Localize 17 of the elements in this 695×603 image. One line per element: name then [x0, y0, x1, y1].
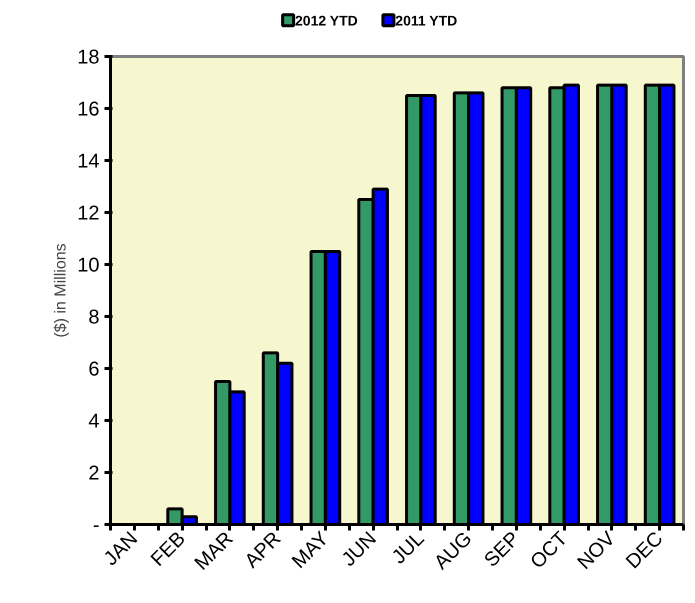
x-tick-label: FEB: [146, 528, 190, 571]
x-tick-label: JUL: [388, 528, 429, 568]
y-tick-label: 16: [77, 98, 100, 120]
y-tick-label: 12: [77, 202, 100, 224]
y-tick-label: 8: [88, 306, 100, 328]
legend-label: 2012 YTD: [295, 12, 358, 28]
y-tick-label: 10: [77, 254, 100, 276]
y-tick-label: 18: [77, 46, 100, 68]
y-tick-label: 14: [77, 150, 100, 172]
legend-label: 2011 YTD: [395, 12, 458, 28]
y-tick-label: 2: [88, 462, 100, 484]
y-tick-label: 6: [88, 358, 100, 380]
x-tick-label: JAN: [100, 528, 142, 570]
y-axis-title: ($) in Millions: [52, 243, 70, 338]
x-tick-label: SEP: [480, 528, 524, 572]
y-tick-label: 4: [88, 410, 100, 432]
y-tick-label: -: [92, 514, 100, 536]
